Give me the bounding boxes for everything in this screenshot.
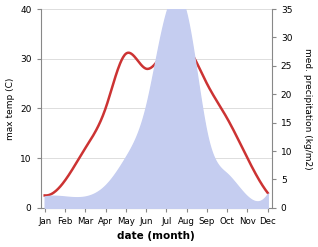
Y-axis label: max temp (C): max temp (C) <box>5 77 15 140</box>
Y-axis label: med. precipitation (kg/m2): med. precipitation (kg/m2) <box>303 48 313 169</box>
X-axis label: date (month): date (month) <box>117 231 195 242</box>
